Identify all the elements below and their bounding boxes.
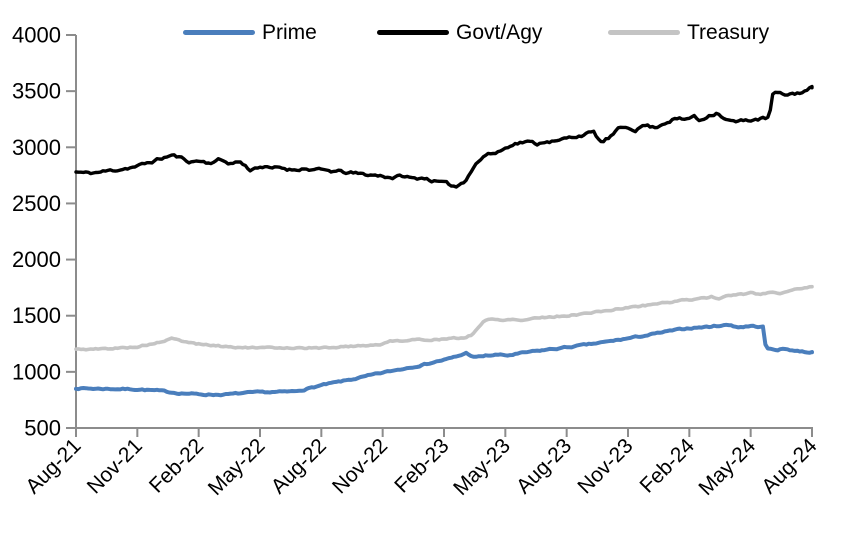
x-tick-label: May-24 [694, 434, 760, 500]
x-tick-label: Feb-22 [145, 434, 208, 497]
x-tick-label: Nov-23 [573, 434, 637, 498]
x-tick-label: Nov-22 [328, 434, 392, 498]
series-line-prime [74, 322, 814, 398]
x-tick-label: Aug-21 [21, 434, 85, 498]
series-line-govt-agy [74, 84, 814, 189]
legend-item-govt-agy: Govt/Agy [377, 20, 542, 44]
series-line-treasury [74, 284, 814, 352]
x-tick-label: Aug-24 [757, 434, 821, 498]
legend-item-treasury: Treasury [608, 20, 769, 44]
legend-label: Prime [262, 20, 317, 44]
y-tick-label: 3500 [12, 79, 61, 104]
y-tick-label: 2500 [12, 191, 61, 216]
legend-label: Treasury [687, 20, 770, 44]
x-tick-label: Feb-23 [390, 434, 453, 497]
legend-line-swatch [377, 29, 449, 35]
legend-line-swatch [183, 29, 255, 35]
y-tick-label: 2000 [12, 247, 61, 272]
legend-item-prime: Prime [183, 20, 317, 44]
x-tick-label: Nov-21 [83, 434, 147, 498]
x-tick-label: Feb-24 [636, 434, 700, 498]
x-tick-label: Aug-22 [267, 434, 331, 498]
y-tick-label: 500 [24, 416, 61, 441]
y-tick-label: 3000 [12, 135, 61, 160]
y-tick-label: 4000 [12, 23, 61, 48]
x-tick-label: Aug-23 [512, 434, 576, 498]
y-tick-label: 1000 [12, 359, 61, 384]
legend-line-swatch [608, 29, 680, 35]
legend-label: Govt/Agy [456, 20, 543, 44]
x-tick-label: May-22 [204, 434, 270, 500]
y-tick-label: 1500 [12, 303, 61, 328]
x-tick-label: May-23 [449, 434, 515, 500]
